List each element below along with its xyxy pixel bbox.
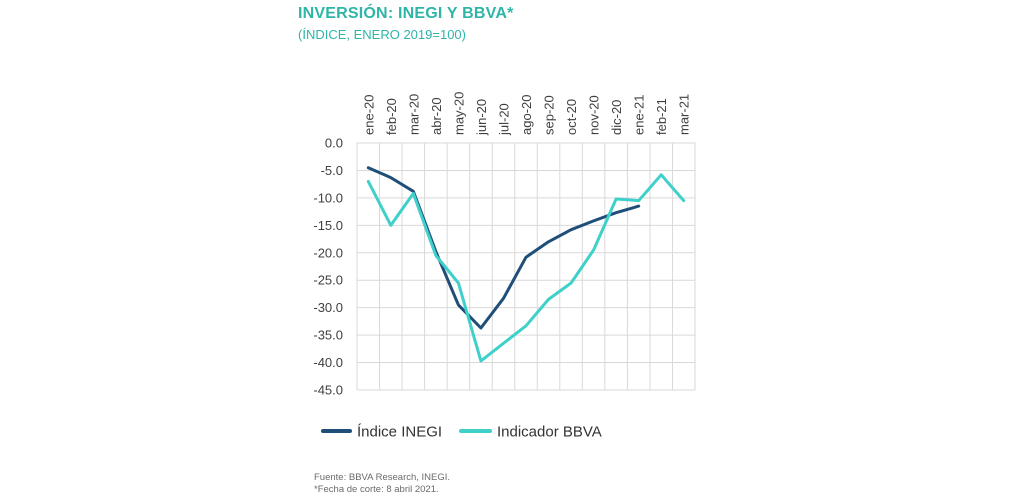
x-tick-label: dic-20 — [609, 100, 624, 135]
series-line-inegi — [366, 166, 641, 330]
cutoff-date-text: *Fecha de corte: 8 abril 2021. — [314, 484, 439, 495]
x-tick-label: oct-20 — [564, 99, 579, 135]
x-tick-label: sep-20 — [542, 95, 557, 135]
y-tick-label: 0.0 — [325, 136, 343, 151]
source-note: Fuente: BBVA Research, INEGI. *Fecha de … — [314, 472, 450, 496]
x-tick-label: ene-20 — [361, 95, 376, 135]
series-line-bbva — [366, 173, 686, 363]
y-tick-label: -10.0 — [313, 190, 343, 205]
x-tick-label: mar-20 — [406, 94, 421, 135]
legend-item-inegi-label: Índice INEGI — [357, 424, 442, 441]
x-tick-label: feb-21 — [654, 98, 669, 135]
y-tick-label: -30.0 — [313, 300, 343, 315]
x-tick-label: mar-21 — [677, 94, 692, 135]
chart-title: INVERSIÓN: INEGI Y BBVA* — [298, 5, 514, 22]
y-tick-label: -15.0 — [313, 218, 343, 233]
x-tick-label: may-20 — [451, 92, 466, 135]
y-tick-label: -20.0 — [313, 245, 343, 260]
x-tick-label: jun-20 — [474, 99, 489, 136]
x-tick-label: jul-20 — [496, 103, 511, 136]
source-text: Fuente: BBVA Research, INEGI. — [314, 472, 451, 483]
x-tick-label: nov-20 — [587, 95, 602, 135]
y-tick-label: -45.0 — [313, 383, 343, 398]
x-tick-label: ago-20 — [519, 95, 534, 135]
chart-subtitle: (ÍNDICE, ENERO 2019=100) — [298, 27, 466, 42]
x-tick-label: ene-21 — [632, 95, 647, 135]
legend-item-bbva-label: Indicador BBVA — [497, 424, 602, 441]
y-tick-label: -25.0 — [313, 273, 343, 288]
y-tick-label: -5.0 — [321, 163, 343, 178]
line-chart: 0.0 -5.0 -10.0 -15.0 -20.0 -25.0 -30.0 -35.0 -40… — [313, 92, 696, 441]
x-tick-label: abr-20 — [429, 97, 444, 135]
y-tick-label: -40.0 — [313, 355, 343, 370]
y-tick-label: -35.0 — [313, 328, 343, 343]
x-tick-label: feb-20 — [384, 98, 399, 135]
